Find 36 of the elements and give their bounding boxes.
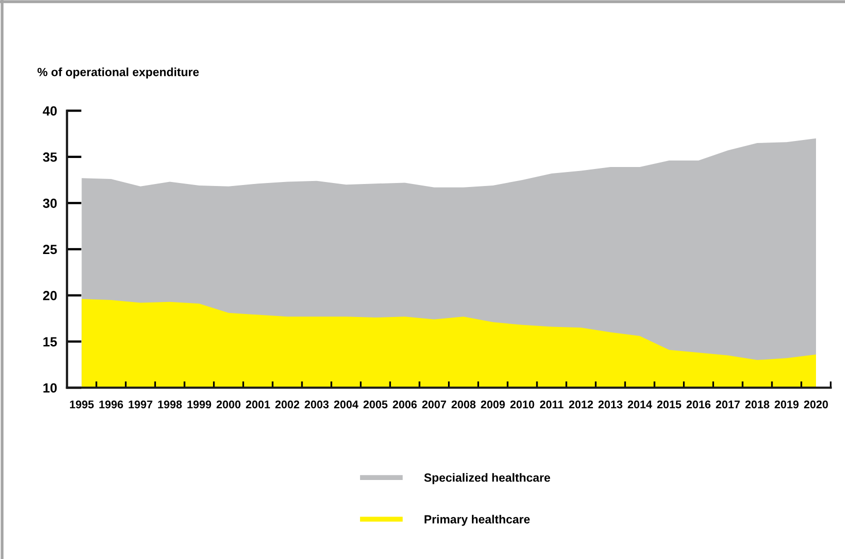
x-tick-label: 1998 xyxy=(158,400,182,408)
y-tick-label: 25 xyxy=(43,244,57,254)
x-tick-label: 2015 xyxy=(657,400,682,408)
x-tick-label: 2005 xyxy=(363,400,388,408)
y-tick-label: 20 xyxy=(43,290,57,300)
x-tick-label: 2002 xyxy=(275,400,300,408)
x-tick-label: 2019 xyxy=(774,400,799,408)
x-tick-label: 1996 xyxy=(99,400,124,408)
x-tick-label: 2010 xyxy=(510,400,534,408)
x-tick-label: 2000 xyxy=(216,400,240,408)
y-tick-label: 15 xyxy=(43,337,57,346)
x-tick-label: 2009 xyxy=(480,400,505,408)
y-tick-label: 10 xyxy=(43,383,57,393)
x-tick-label: 1997 xyxy=(128,400,152,408)
y-tick-label: 30 xyxy=(42,198,57,208)
x-tick-label: 2006 xyxy=(392,400,417,408)
legend-label: Primary healthcare xyxy=(424,514,530,526)
x-tick-label: 2001 xyxy=(246,400,270,408)
x-tick-label: 1999 xyxy=(188,400,212,408)
x-tick-label: 1995 xyxy=(70,400,94,408)
y-tick-label: 40 xyxy=(42,106,57,116)
x-tick-label: 2016 xyxy=(686,400,710,408)
x-tick-label: 2008 xyxy=(452,400,476,408)
x-tick-label: 2004 xyxy=(334,400,358,408)
x-tick-label: 2017 xyxy=(716,400,740,408)
x-tick-label: 2018 xyxy=(745,400,770,408)
x-tick-label: 2013 xyxy=(598,400,622,408)
x-tick-label: 2007 xyxy=(422,400,446,408)
y-tick-label: 35 xyxy=(42,152,57,162)
y-axis-title: % of operational expenditure xyxy=(38,68,199,79)
x-tick-label: 2012 xyxy=(569,400,593,408)
x-tick-label: 2014 xyxy=(628,400,652,408)
legend-label: Specialized healthcare xyxy=(424,473,550,484)
x-tick-label: 2020 xyxy=(804,400,828,408)
x-tick-label: 2003 xyxy=(304,400,329,408)
x-tick-label: 2011 xyxy=(540,400,564,408)
